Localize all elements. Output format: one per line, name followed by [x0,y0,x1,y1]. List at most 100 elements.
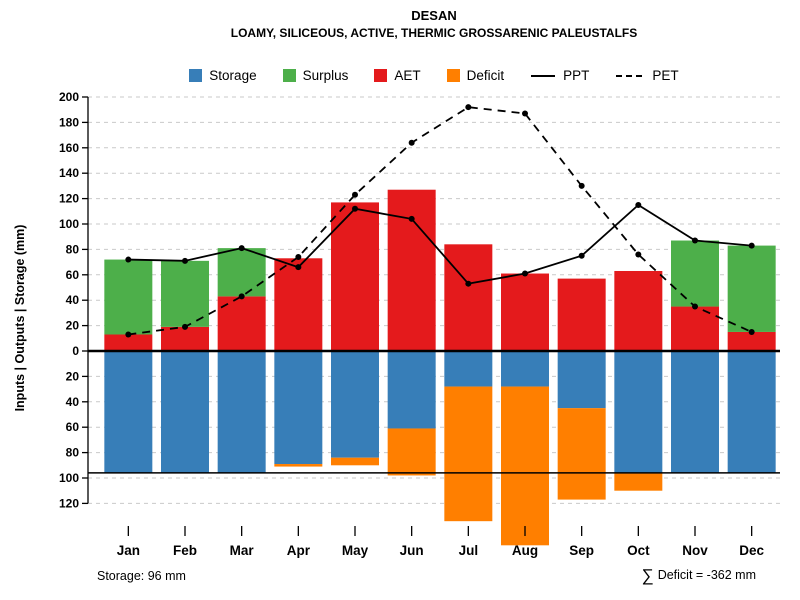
month-label: Jun [400,543,424,558]
y-tick-label: 100 [59,217,79,231]
storage-bar [104,351,153,473]
month-label: May [342,543,369,558]
storage-bar [557,351,606,409]
pet-line [128,106,753,336]
pet-line-point [182,323,188,330]
pet-line-point [578,182,585,189]
aet-bar [444,244,493,351]
pet-line-point [352,191,358,198]
aet-bar [331,202,379,351]
surplus-swatch [282,69,296,82]
month-label: Sep [569,543,594,558]
ppt-line-point [238,245,245,252]
legend-item-surplus: Surplus [282,68,348,83]
storage-bar [671,351,719,473]
storage-bar [444,351,493,387]
pet-line-point [748,328,755,335]
aet-bar [501,273,549,351]
pet-line-point [522,110,528,117]
ppt-line-point [408,215,415,222]
pet-line-point [238,293,245,300]
y-axis-label: Inputs | Outputs | Storage (mm) [13,225,27,412]
storage-bar [727,351,776,473]
month-label: Oct [627,543,650,558]
ppt-line-point [748,242,755,249]
month-label: Aug [512,543,538,558]
aet-bar [727,331,776,351]
month-label: Feb [173,543,197,558]
y-tick-label: 160 [59,141,79,155]
storage-bar [501,351,549,387]
y-tick-label: 60 [66,420,80,434]
y-tick-label: 140 [59,166,79,180]
surplus-bar [104,259,153,335]
storage-bar [387,351,436,429]
legend-label-storage: Storage [209,68,257,83]
ppt-line-point [522,270,528,277]
y-tick-label: 80 [66,242,80,256]
month-label: Mar [230,543,255,558]
month-label: Jan [117,543,140,558]
pet-line-point [465,104,472,111]
ppt-line-point [182,257,188,264]
legend-label-pet: PET [652,68,679,83]
y-tick-label: 20 [66,369,80,383]
chart-title: DESAN [411,8,457,23]
chart-legend: Storage Surplus AET Deficit PPT PET [88,68,780,83]
y-tick-label: 100 [59,471,79,485]
pet-line-swatch [616,74,645,77]
legend-item-deficit: Deficit [446,68,505,83]
ppt-line-point [295,264,302,271]
ppt-line-point [635,201,642,208]
storage-bar [217,351,266,473]
y-tick-label: 180 [59,115,79,129]
aet-bar [671,306,719,351]
ppt-line-swatch [531,74,556,77]
chart-subtitle: LOAMY, SILICEOUS, ACTIVE, THERMIC GROSSA… [230,26,638,40]
ppt-line [128,203,752,285]
y-tick-label: 200 [59,90,79,104]
aet-bar [274,258,323,351]
storage-bar [274,351,323,465]
legend-item-aet: AET [374,68,421,83]
y-tick-label: 0 [72,344,79,358]
deficit-bar [331,457,379,466]
deficit-note: ∑ Deficit = -362 mm [642,566,756,584]
month-label: Apr [287,543,311,558]
month-label: Dec [739,543,764,558]
ppt-line-point [692,237,698,244]
aet-swatch [374,69,388,82]
legend-label-aet: AET [394,68,421,83]
chart-header: DESAN LOAMY, SILICEOUS, ACTIVE, THERMIC … [88,8,780,40]
legend-label-deficit: Deficit [466,68,505,83]
pet-line-point [635,251,642,258]
y-tick-label: 60 [66,268,80,282]
legend-item-storage: Storage [189,68,257,83]
y-tick-label: 120 [59,192,79,206]
deficit-swatch [446,69,460,82]
y-tick-label: 80 [66,446,80,460]
legend-label-ppt: PPT [563,68,590,83]
storage-bar [614,351,663,473]
deficit-bar [557,408,606,500]
ppt-line-point [578,252,585,259]
deficit-bar [387,428,436,476]
ppt-line-point [352,205,358,212]
legend-item-ppt: PPT [530,68,589,83]
y-tick-label: 120 [59,496,79,510]
month-label: Nov [682,543,708,558]
aet-bar [104,334,153,351]
ppt-line-point [125,256,132,263]
pet-line-point [125,331,132,338]
aet-bar [614,270,663,351]
storage-swatch [189,69,203,82]
y-tick-label: 40 [66,293,80,307]
ppt-line-point [465,280,472,287]
month-label: Jul [459,543,479,558]
storage-bar [331,351,379,458]
deficit-note-text: Deficit = -362 mm [657,567,756,582]
legend-item-pet: PET [615,68,679,83]
aet-bar [387,189,436,351]
surplus-bar [161,260,209,327]
